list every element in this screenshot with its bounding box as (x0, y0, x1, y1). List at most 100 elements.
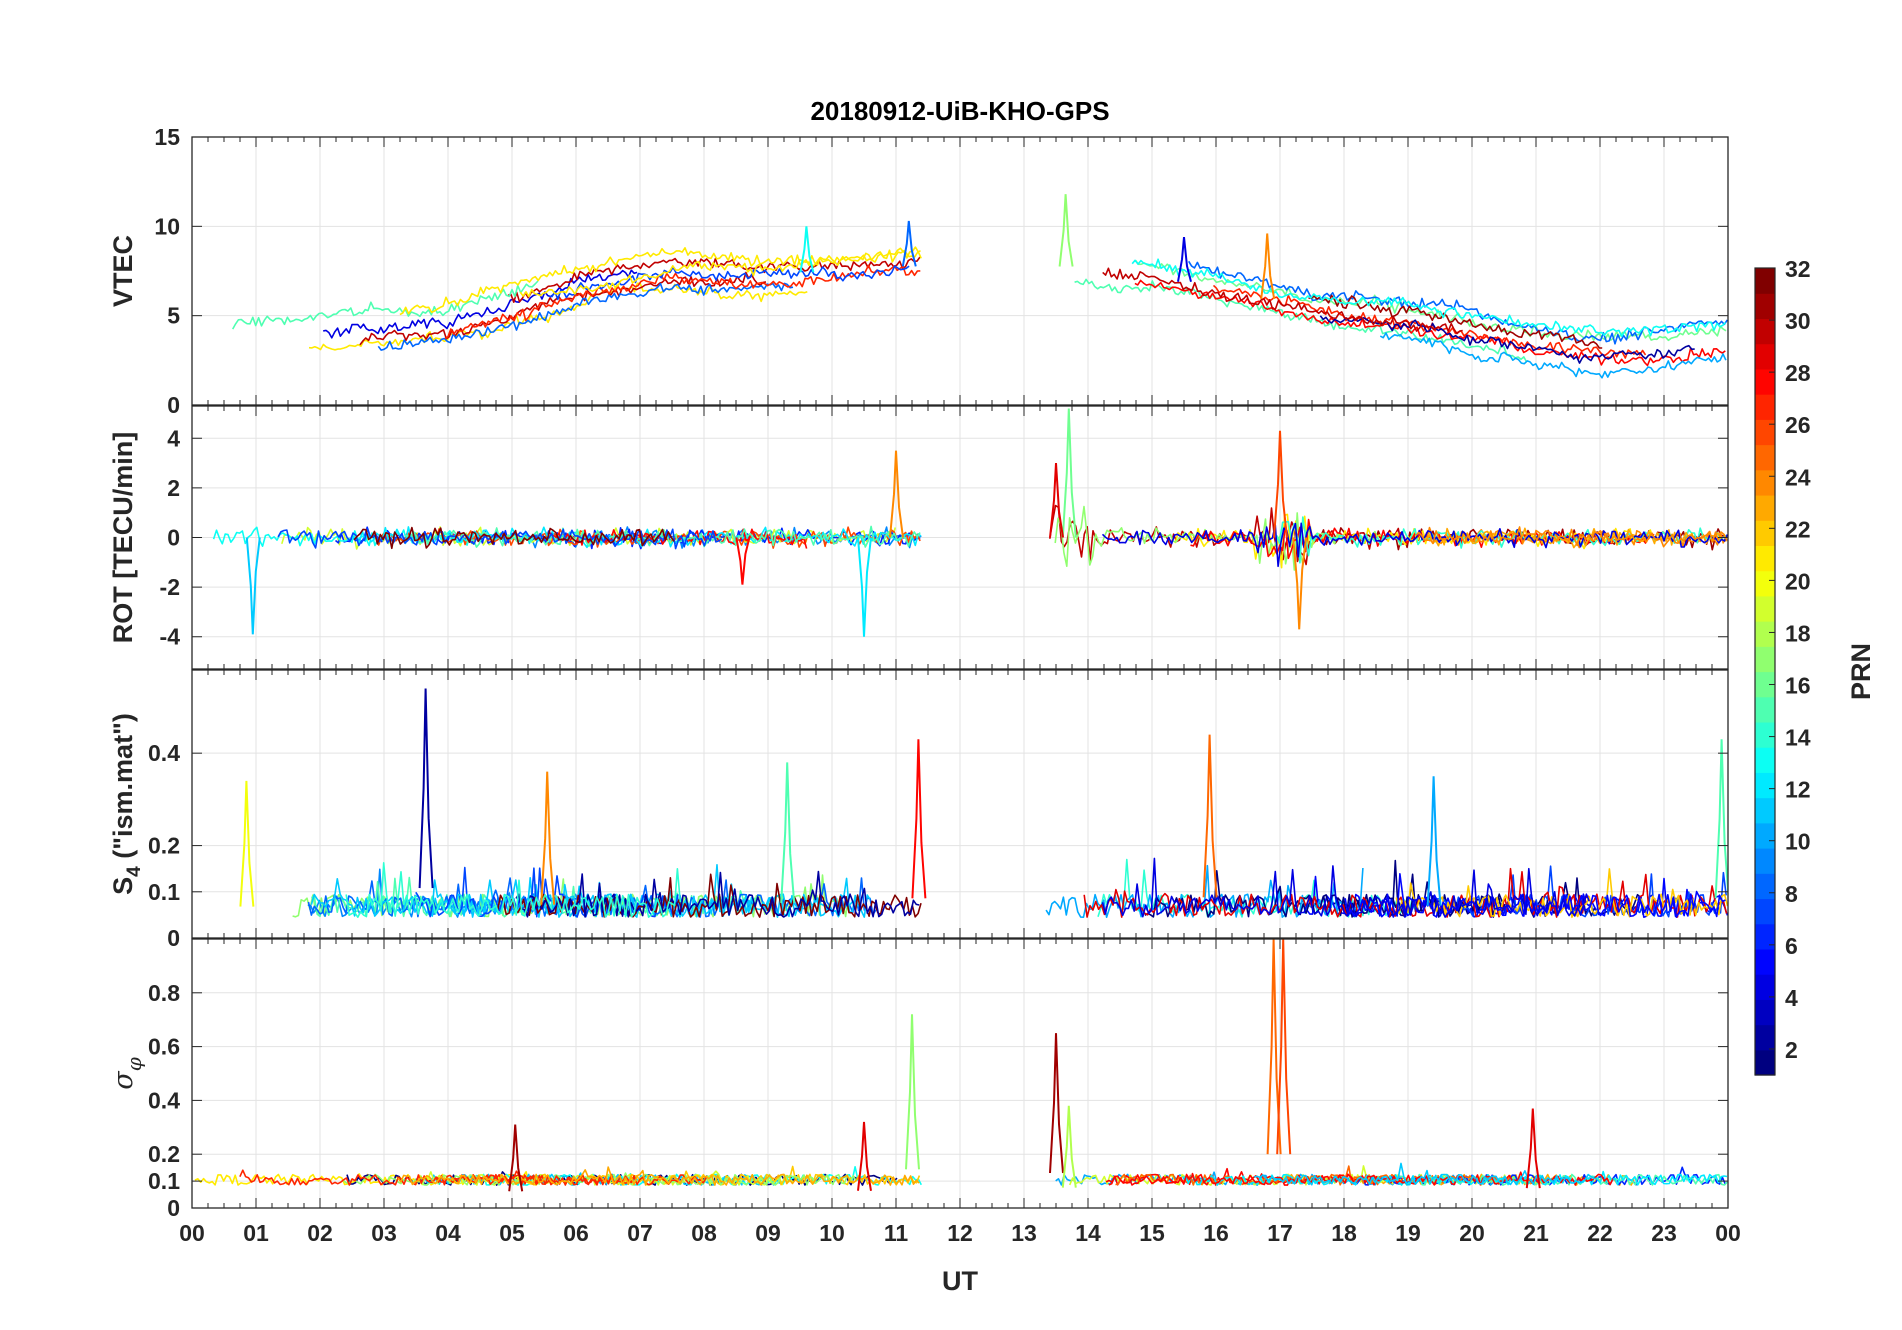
spike-sigma_phi (1525, 1108, 1541, 1189)
y-tick-label: 0.4 (148, 740, 180, 766)
y-tick-label: -4 (160, 624, 181, 650)
satellite-trace (1379, 332, 1727, 379)
spike-rot (1273, 430, 1288, 538)
colorbar-tick-label: 8 (1785, 881, 1798, 907)
satellite-trace (1188, 260, 1728, 345)
satellite-trace (1102, 267, 1463, 335)
satellite-trace (519, 247, 921, 298)
x-tick-label: 09 (755, 1220, 781, 1246)
x-tick-label: 14 (1075, 1220, 1101, 1246)
colorbar-swatch (1755, 494, 1775, 521)
x-tick-label: 00 (179, 1220, 205, 1246)
satellite-trace (353, 526, 675, 550)
y-label-sub: 4 (124, 866, 145, 877)
spike-sigma_phi (1266, 939, 1282, 1155)
spike-s4 (418, 688, 434, 889)
y-tick-label: 15 (154, 124, 180, 150)
x-tick-label: 06 (563, 1220, 589, 1246)
x-tick-label: 11 (884, 1220, 909, 1246)
spike-rot (889, 450, 904, 538)
y-axis-label-sigma_phi: σφ (108, 1057, 146, 1089)
colorbar-tick-label: 4 (1785, 985, 1798, 1011)
y-axis-label-s4: S4 ("ism.mat") (108, 713, 145, 895)
y-label-sub: φ (122, 1057, 146, 1071)
y-tick-label: 0.6 (148, 1034, 180, 1060)
satellite-trace (1415, 526, 1728, 548)
x-tick-label: 12 (947, 1220, 973, 1246)
colorbar-swatch (1755, 671, 1775, 698)
colorbar-label: PRN (1846, 643, 1876, 700)
x-tick-label: 13 (1011, 1220, 1037, 1246)
colorbar-tick-label: 6 (1785, 933, 1798, 959)
x-tick-label: 20 (1459, 1220, 1485, 1246)
colorbar-swatch (1755, 570, 1775, 597)
y-tick-label: 2 (167, 475, 180, 501)
spike-s4 (780, 762, 796, 903)
spike-rot (1292, 537, 1308, 630)
panel-s4: 00.10.20.4S4 ("ism.mat") (108, 669, 1729, 951)
colorbar-tick-label: 14 (1785, 725, 1811, 751)
series-s4 (239, 688, 1728, 919)
x-tick-label: 02 (307, 1220, 333, 1246)
y-tick-label: 0 (167, 925, 180, 951)
y-axis-label-vtec: VTEC (108, 235, 138, 307)
y-tick-label: 0 (167, 392, 180, 418)
satellite-trace (277, 528, 723, 550)
x-tick-label: 04 (435, 1220, 461, 1246)
colorbar-swatch (1755, 747, 1775, 773)
colorbar-tick-label: 28 (1785, 360, 1811, 386)
colorbar-swatch (1755, 772, 1775, 799)
colorbar-swatch (1755, 293, 1775, 320)
colorbar-swatch (1755, 948, 1775, 975)
spike-vtec (1177, 236, 1192, 282)
y-label-main: σ (108, 1070, 139, 1090)
colorbar-tick-label: 10 (1785, 829, 1811, 855)
colorbar-swatch (1755, 343, 1775, 370)
x-tick-label: 19 (1395, 1220, 1421, 1246)
y-tick-label: 0.2 (148, 1141, 180, 1167)
colorbar-swatch (1755, 1049, 1775, 1076)
y-label-main: S (108, 877, 138, 895)
x-tick-label: 23 (1651, 1220, 1677, 1246)
spike-vtec (799, 226, 815, 273)
colorbar-tick-label: 20 (1785, 568, 1811, 594)
spike-s4 (239, 780, 255, 907)
x-tick-label: 21 (1523, 1220, 1549, 1246)
x-tick-label: 10 (819, 1220, 845, 1246)
satellite-trace (377, 282, 794, 351)
spike-rot (1049, 463, 1064, 538)
satellite-trace (1131, 258, 1727, 338)
x-tick-label: 17 (1267, 1220, 1293, 1246)
satellite-trace (548, 265, 910, 301)
colorbar-swatch (1755, 873, 1775, 900)
colorbar-swatch (1755, 419, 1775, 446)
colorbar-swatch (1755, 923, 1775, 950)
colorbar-swatch (1755, 394, 1775, 420)
chart-title: 20180912-UiB-KHO-GPS (810, 96, 1109, 126)
spike-vtec (1058, 194, 1074, 267)
spike-vtec (901, 220, 917, 267)
y-tick-label: 0.1 (148, 879, 180, 905)
y-tick-label: 10 (154, 213, 180, 239)
colorbar-swatch (1755, 444, 1775, 471)
y-label-rest: ("ism.mat") (108, 713, 138, 866)
series-sigma_phi (194, 939, 1728, 1192)
satellite-trace (232, 280, 539, 330)
panel-vtec: 0 5 10 15 VTEC (108, 124, 1729, 418)
spike-rot (245, 537, 261, 635)
spike-s4 (540, 771, 556, 905)
satellite-trace (1101, 522, 1728, 568)
spike-sigma_phi (1049, 1033, 1064, 1174)
colorbar-swatch (1755, 520, 1775, 547)
colorbar-swatch (1755, 696, 1775, 723)
y-tick-label: 5 (167, 303, 180, 329)
colorbar-swatch (1755, 974, 1775, 1000)
spike-sigma_phi (905, 1014, 920, 1170)
spike-sigma_phi (1276, 939, 1292, 1155)
colorbar-tick-label: 24 (1785, 464, 1811, 490)
colorbar-swatch (1755, 822, 1775, 849)
colorbar-tick-label: 26 (1785, 412, 1811, 438)
colorbar-swatch (1755, 721, 1775, 748)
